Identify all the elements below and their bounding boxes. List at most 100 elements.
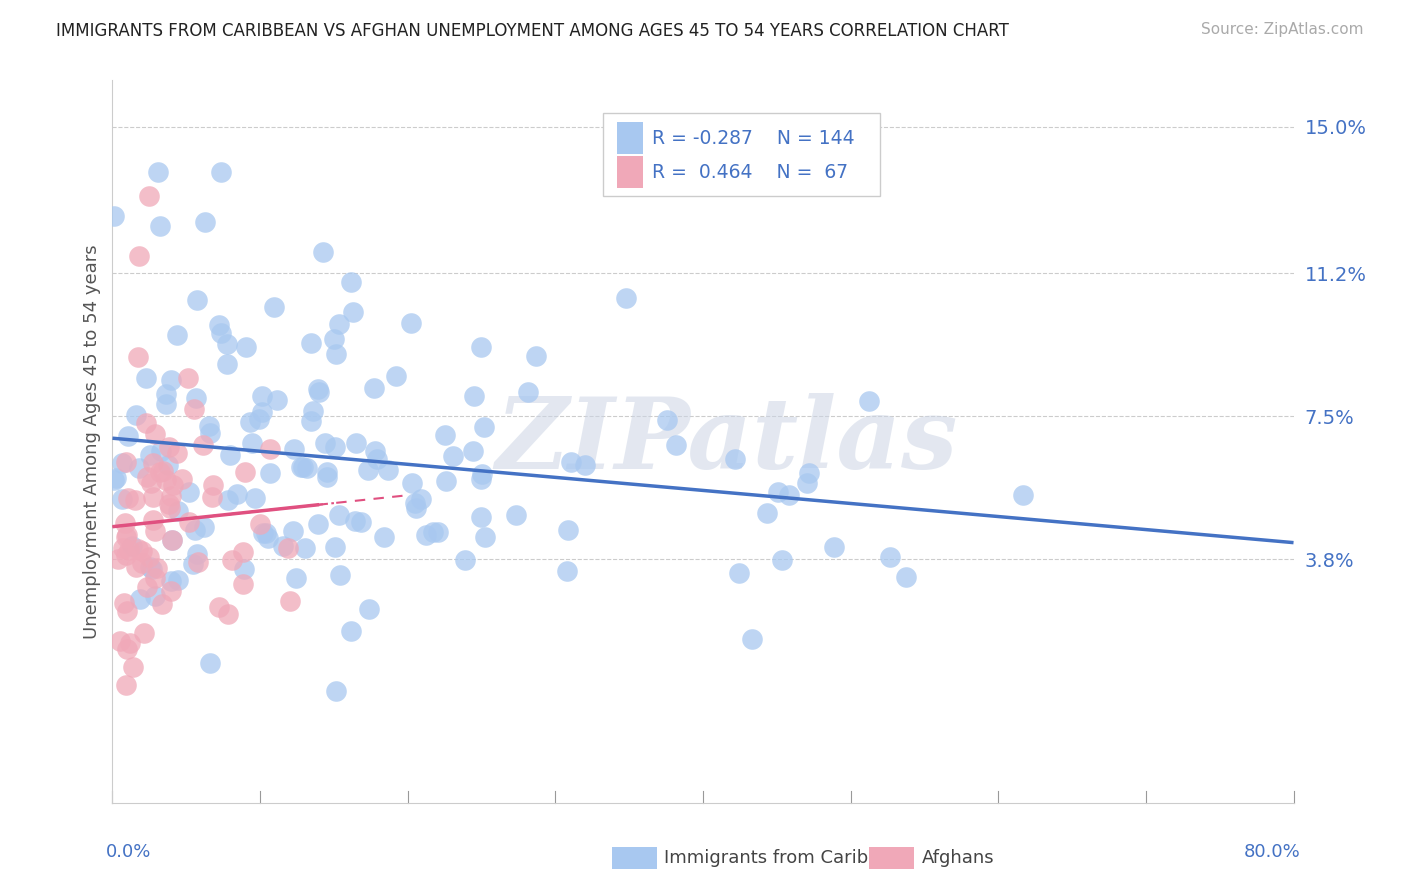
Point (433, 428, 456, 442)
Point (217, 493, 239, 508)
Point (243, 491, 266, 506)
Point (139, 560, 162, 574)
Point (385, 369, 408, 384)
Point (131, 556, 153, 570)
Point (516, 385, 538, 400)
Point (377, 463, 399, 477)
Point (208, 318, 231, 332)
Point (183, 402, 205, 417)
Point (252, 526, 274, 541)
Point (155, 386, 177, 401)
Point (221, 553, 243, 567)
Point (323, 541, 346, 555)
Point (136, 469, 159, 483)
Point (409, 491, 432, 506)
Text: 80.0%: 80.0% (1244, 843, 1301, 861)
Point (217, 607, 239, 621)
Point (115, 528, 138, 542)
Point (117, 429, 139, 443)
Point (184, 523, 207, 537)
Point (325, 347, 347, 361)
Point (150, 597, 173, 611)
FancyBboxPatch shape (617, 122, 643, 154)
Point (322, 332, 344, 346)
Point (187, 555, 209, 569)
Point (122, 659, 145, 673)
Point (148, 219, 170, 234)
Point (167, 504, 190, 518)
Point (405, 501, 427, 516)
Point (557, 523, 579, 537)
Point (328, 317, 350, 331)
Y-axis label: Unemployment Among Ages 45 to 54 years: Unemployment Among Ages 45 to 54 years (83, 244, 101, 639)
Point (329, 567, 352, 582)
Point (143, 589, 166, 603)
Point (250, 389, 273, 403)
Point (728, 566, 751, 580)
Point (128, 249, 150, 263)
Point (307, 517, 329, 532)
Point (266, 393, 288, 408)
Point (209, 165, 232, 179)
Point (149, 465, 172, 479)
Text: Afghans: Afghans (922, 849, 995, 867)
Point (399, 316, 422, 330)
Point (233, 465, 256, 479)
Point (103, 473, 125, 487)
Point (197, 418, 219, 433)
Point (179, 515, 201, 529)
Point (125, 560, 148, 574)
Point (121, 539, 143, 553)
Point (454, 553, 477, 567)
Point (219, 448, 242, 462)
Point (114, 516, 136, 530)
Point (325, 684, 347, 698)
Point (115, 530, 138, 544)
Point (259, 466, 281, 480)
Point (363, 444, 385, 458)
Point (357, 463, 380, 477)
Point (524, 349, 547, 363)
Text: ZIPatlas: ZIPatlas (495, 393, 957, 490)
Point (201, 478, 224, 492)
Point (115, 455, 138, 469)
Point (145, 426, 167, 441)
Point (505, 508, 527, 522)
Point (211, 326, 233, 340)
Point (135, 581, 157, 595)
Point (259, 442, 281, 456)
Point (894, 570, 917, 584)
Point (315, 465, 337, 479)
Point (1012, 488, 1035, 502)
Text: R = -0.287    N = 144: R = -0.287 N = 144 (652, 128, 855, 147)
Point (194, 215, 217, 229)
Point (146, 561, 169, 575)
Point (470, 510, 492, 524)
Point (127, 350, 149, 364)
Point (314, 435, 336, 450)
Point (201, 490, 224, 504)
Point (160, 584, 183, 599)
Point (157, 497, 180, 511)
Point (193, 438, 215, 452)
Point (128, 461, 150, 475)
Point (461, 444, 484, 458)
Point (155, 473, 177, 487)
Point (186, 391, 208, 405)
Point (143, 524, 166, 538)
Point (277, 541, 299, 556)
Point (239, 415, 262, 429)
Point (118, 636, 141, 650)
Point (157, 441, 180, 455)
Point (177, 370, 200, 384)
Point (271, 539, 294, 553)
Point (283, 442, 305, 456)
Point (139, 475, 162, 490)
Point (307, 382, 329, 396)
Point (186, 293, 208, 308)
Point (159, 490, 181, 504)
Point (250, 405, 273, 419)
Point (112, 541, 135, 555)
Point (339, 275, 361, 289)
Point (107, 552, 129, 566)
